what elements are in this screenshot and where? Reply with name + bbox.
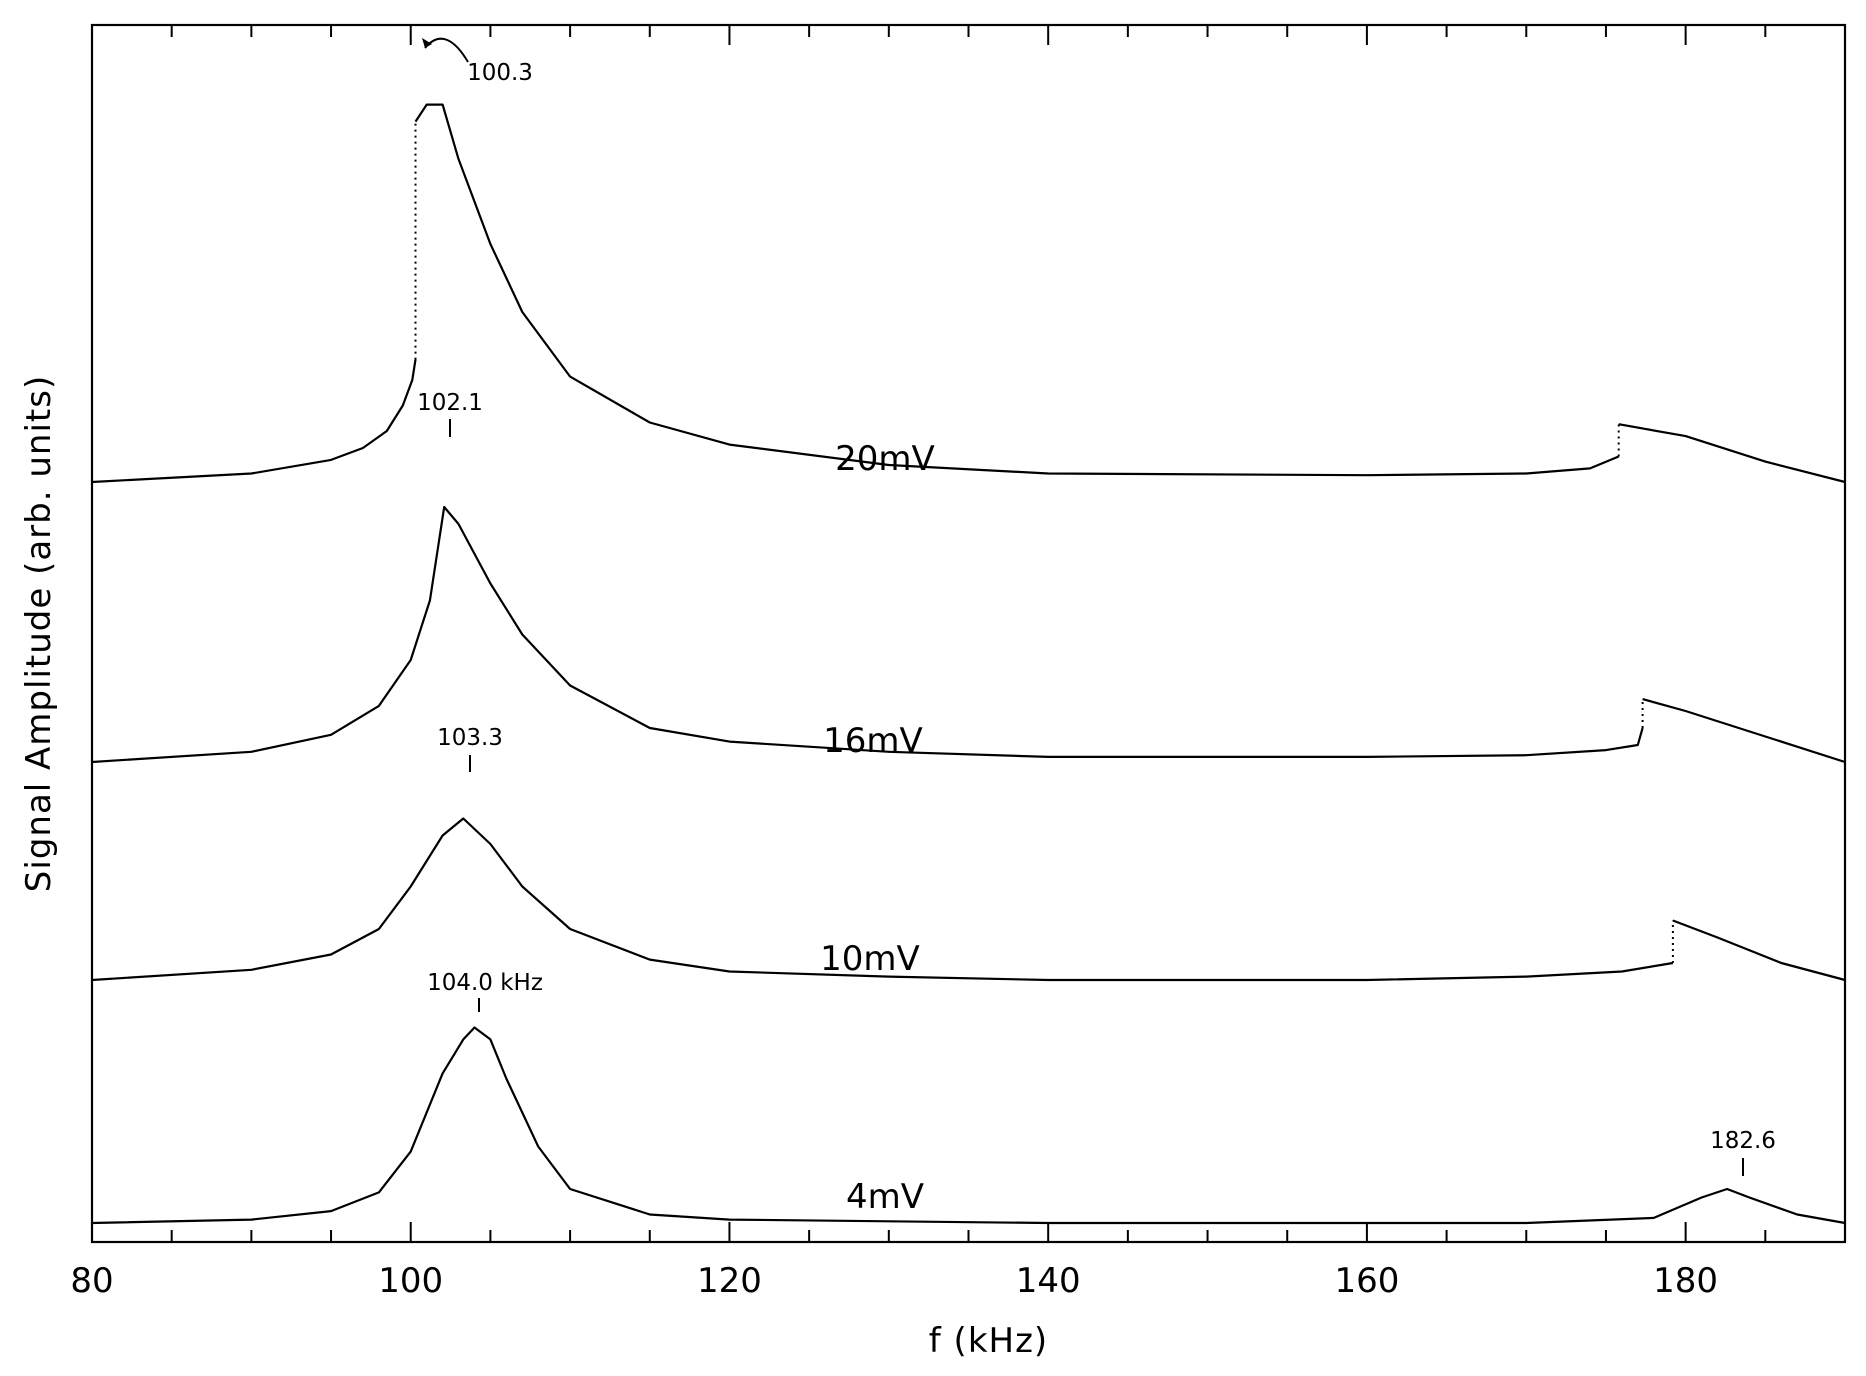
series-curve — [91, 103, 1846, 484]
series-name-label: 4mV — [846, 1177, 924, 1217]
peak-arrow — [424, 37, 469, 63]
peak-label: 102.1 — [417, 390, 483, 416]
x-tick-label: 180 — [1653, 1261, 1718, 1301]
series-name-label: 10mV — [820, 939, 920, 979]
series-labels: 20mV 16mV 10mV 4mV 100.3 102.1 103.3 104.0 kHz 1… — [417, 37, 1776, 1217]
x-tick-label: 120 — [697, 1261, 762, 1301]
x-tick-label: 140 — [1016, 1261, 1081, 1301]
peak-label: 182.6 — [1710, 1128, 1776, 1154]
peak-arrowhead — [422, 38, 432, 48]
series-curve — [91, 817, 1846, 982]
series-name-label: 20mV — [835, 439, 935, 479]
plot-frame — [90, 23, 1847, 1244]
x-tick-label: 80 — [70, 1261, 113, 1301]
y-axis-label: Signal Amplitude (arb. units) — [19, 375, 59, 892]
peak-label: 103.3 — [437, 725, 503, 751]
series-curve — [91, 505, 1846, 764]
axis-ticks: 80 100 120 140 160 180 — [70, 25, 1846, 1301]
peak-label: 100.3 — [467, 60, 533, 86]
series-name-label: 16mV — [823, 721, 923, 761]
x-tick-label: 100 — [378, 1261, 443, 1301]
x-tick-label: 160 — [1334, 1261, 1399, 1301]
peak-label: 104.0 kHz — [427, 970, 543, 996]
x-axis-label: f (kHz) — [929, 1321, 1048, 1361]
series-curves — [91, 103, 1846, 1225]
series-curve — [91, 1026, 1846, 1225]
